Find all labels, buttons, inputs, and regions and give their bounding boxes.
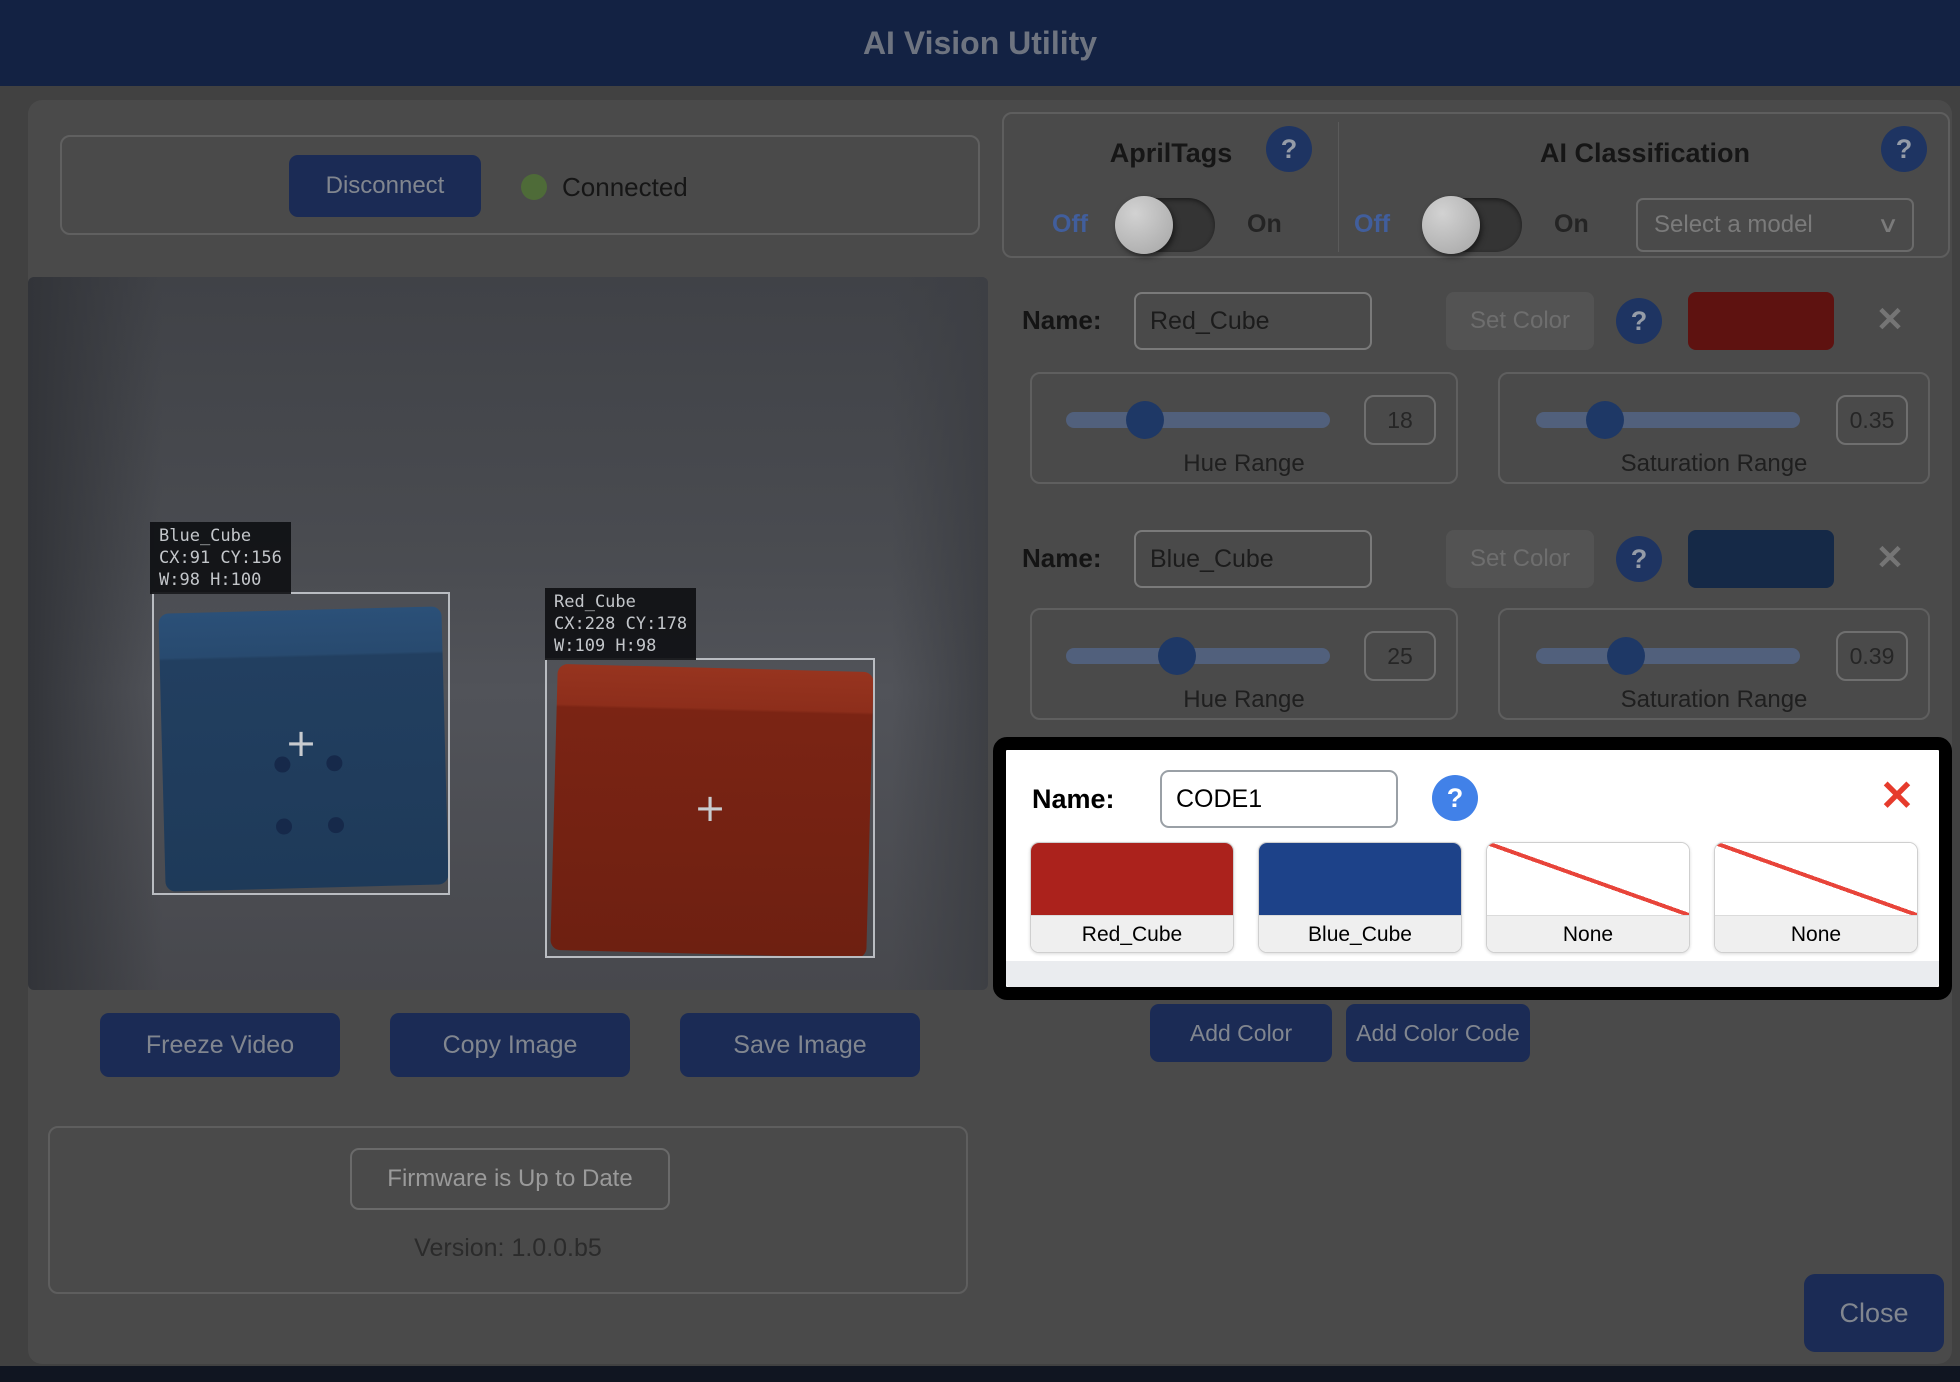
code-name-input[interactable] [1160, 770, 1398, 828]
detection-name: Blue_Cube [159, 526, 252, 546]
toggle-knob [1422, 196, 1480, 254]
apriltags-on-label: On [1247, 210, 1282, 238]
red-remove-button[interactable]: ✕ [1868, 298, 1912, 342]
ai-classification-title: AI Classification [1539, 138, 1751, 168]
red-cube-center-cross: + [694, 786, 726, 830]
apriltags-help-icon[interactable]: ? [1266, 126, 1312, 172]
red-hue-range-panel: 18 Hue Range [1030, 372, 1458, 484]
red-name-input[interactable] [1134, 292, 1372, 350]
code-slot-2-color [1259, 843, 1461, 915]
code-slot-3[interactable]: None [1486, 842, 1690, 953]
add-color-code-button[interactable]: Add Color Code [1346, 1004, 1530, 1062]
detection-position: CX:228 CY:178 [554, 614, 688, 634]
connection-status-text: Connected [562, 172, 688, 202]
detection-size: W:109 H:98 [554, 636, 657, 656]
color-code-panel: Name: ? ✕ Red_Cube Blue_Cube None None [993, 737, 1952, 1000]
copy-image-button[interactable]: Copy Image [390, 1013, 630, 1077]
close-button[interactable]: Close [1804, 1274, 1944, 1352]
red-color-swatch [1688, 292, 1834, 350]
add-color-button[interactable]: Add Color [1150, 1004, 1332, 1062]
disconnect-button[interactable]: Disconnect [289, 155, 481, 217]
blue-hue-label: Hue Range [1183, 686, 1305, 713]
blue-name-label: Name: [1022, 543, 1102, 573]
model-select-value: Select a model [1654, 211, 1813, 238]
red-hue-slider[interactable] [1066, 401, 1330, 439]
apriltags-toggle[interactable] [1115, 196, 1215, 254]
red-set-color-button[interactable]: Set Color [1446, 292, 1594, 350]
detection-position: CX:91 CY:156 [159, 548, 282, 568]
code-help-icon[interactable]: ? [1432, 775, 1478, 821]
detection-size: W:98 H:100 [159, 570, 262, 590]
code-slot-4[interactable]: None [1714, 842, 1918, 953]
code-slot-1-color [1031, 843, 1233, 915]
model-select[interactable]: Select a model ∨ [1636, 198, 1914, 252]
slider-thumb[interactable] [1126, 401, 1165, 439]
apriltags-off-label: Off [1052, 210, 1089, 238]
connected-status-dot [521, 174, 547, 200]
blue-remove-button[interactable]: ✕ [1868, 536, 1912, 580]
blue-name-input[interactable] [1134, 530, 1372, 588]
camera-feed: Blue_Cube CX:91 CY:156 W:98 H:100 Red_Cu… [28, 277, 988, 990]
title-bar: AI Vision Utility [0, 0, 1960, 86]
code-slot-4-label: None [1715, 915, 1917, 952]
blue-set-color-button[interactable]: Set Color [1446, 530, 1594, 588]
blue-hue-range-panel: 25 Hue Range [1030, 608, 1458, 720]
slider-thumb[interactable] [1606, 637, 1645, 675]
code-remove-button[interactable]: ✕ [1872, 770, 1922, 820]
apriltags-title: AprilTags [1109, 138, 1233, 168]
code-slot-2[interactable]: Blue_Cube [1258, 842, 1462, 953]
red-help-icon[interactable]: ? [1616, 298, 1662, 344]
blue-color-swatch [1688, 530, 1834, 588]
red-saturation-label: Saturation Range [1620, 450, 1808, 477]
red-saturation-slider[interactable] [1536, 401, 1800, 439]
blue-cube-detection-label: Blue_Cube CX:91 CY:156 W:98 H:100 [150, 522, 291, 594]
save-image-button[interactable]: Save Image [680, 1013, 920, 1077]
ai-off-label: Off [1354, 210, 1391, 238]
blue-help-icon[interactable]: ? [1616, 536, 1662, 582]
freeze-video-button[interactable]: Freeze Video [100, 1013, 340, 1077]
connection-panel [60, 135, 980, 235]
firmware-status-button[interactable]: Firmware is Up to Date [350, 1148, 670, 1210]
code-slot-1[interactable]: Red_Cube [1030, 842, 1234, 953]
red-cube-bounding-box [545, 658, 875, 958]
red-saturation-value: 0.35 [1836, 395, 1908, 445]
blue-saturation-value: 0.39 [1836, 631, 1908, 681]
ai-classification-help-icon[interactable]: ? [1881, 126, 1927, 172]
blue-saturation-range-panel: 0.39 Saturation Range [1498, 608, 1930, 720]
panel-footer-strip [1006, 961, 1939, 987]
red-hue-value: 18 [1364, 395, 1436, 445]
features-panel: AprilTags ? Off On AI Classification ? O… [1002, 112, 1950, 258]
code-slot-2-label: Blue_Cube [1259, 915, 1461, 952]
detection-name: Red_Cube [554, 592, 636, 612]
code-slot-3-color [1487, 843, 1689, 915]
code-slot-1-label: Red_Cube [1031, 915, 1233, 952]
blue-cube-bounding-box [152, 592, 450, 895]
panel-divider [1338, 122, 1339, 252]
red-hue-label: Hue Range [1183, 450, 1305, 477]
code-slot-4-color [1715, 843, 1917, 915]
blue-saturation-label: Saturation Range [1620, 686, 1808, 713]
blue-saturation-slider[interactable] [1536, 637, 1800, 675]
red-cube-detection-label: Red_Cube CX:228 CY:178 W:109 H:98 [545, 588, 697, 660]
chevron-down-icon: ∨ [1876, 212, 1900, 237]
red-name-label: Name: [1022, 305, 1102, 335]
blue-cube-center-cross: + [285, 721, 317, 765]
slider-thumb[interactable] [1585, 401, 1624, 439]
ai-on-label: On [1554, 210, 1589, 238]
blue-hue-slider[interactable] [1066, 637, 1330, 675]
code-slot-3-label: None [1487, 915, 1689, 952]
firmware-version: Version: 1.0.0.b5 [414, 1234, 602, 1262]
page-bottom-strip [0, 1366, 1960, 1382]
toggle-knob [1115, 196, 1173, 254]
firmware-panel: Firmware is Up to Date Version: 1.0.0.b5 [48, 1126, 968, 1294]
blue-hue-value: 25 [1364, 631, 1436, 681]
app-title: AI Vision Utility [862, 24, 1098, 61]
code-name-label: Name: [1032, 784, 1115, 814]
slider-thumb[interactable] [1157, 637, 1196, 675]
ai-toggle[interactable] [1422, 196, 1522, 254]
red-saturation-range-panel: 0.35 Saturation Range [1498, 372, 1930, 484]
